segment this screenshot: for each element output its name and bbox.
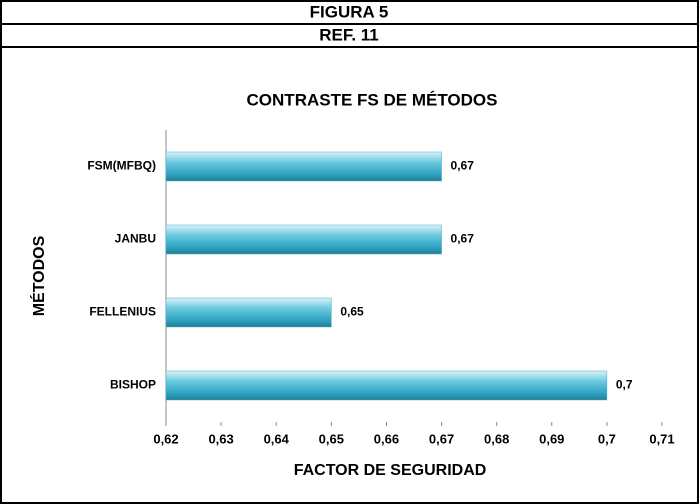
y-axis-label: MÉTODOS: [29, 235, 48, 316]
y-tick-label: JANBU: [115, 232, 156, 246]
figure-title: FIGURA 5: [310, 2, 389, 21]
y-tick-label: BISHOP: [110, 378, 156, 392]
value-label: 0,67: [451, 159, 475, 173]
y-tick-label: FELLENIUS: [89, 305, 156, 319]
bar: [165, 370, 608, 401]
x-tick-label: 0,63: [208, 431, 233, 446]
value-label: 0,7: [616, 378, 633, 392]
x-axis-label: FACTOR DE SEGURIDAD: [294, 462, 487, 479]
x-tick-label: 0,7: [598, 431, 616, 446]
x-tick-label: 0,68: [484, 431, 509, 446]
x-tick-label: 0,66: [374, 431, 399, 446]
x-tick-label: 0,65: [319, 431, 344, 446]
figure-reference: REF. 11: [319, 25, 379, 44]
x-tick-label: 0,67: [429, 431, 454, 446]
x-tick-label: 0,71: [649, 431, 674, 446]
x-tick-label: 0,64: [264, 431, 290, 446]
x-tick-label: 0,69: [539, 431, 564, 446]
plot: 0,62 0,63 0,64 0,65 0,66 0,67 0,68 0,69 0,7 0,71 F…: [87, 130, 675, 446]
x-tick-label: 0,62: [153, 431, 178, 446]
bar: [165, 151, 442, 182]
bar: [165, 224, 442, 255]
chart-title: CONTRASTE FS DE MÉTODOS: [247, 90, 498, 109]
y-tick-label: FSM(MFBQ): [87, 159, 156, 173]
value-label: 0,65: [340, 305, 364, 319]
bar: [165, 297, 332, 328]
value-label: 0,67: [451, 232, 475, 246]
